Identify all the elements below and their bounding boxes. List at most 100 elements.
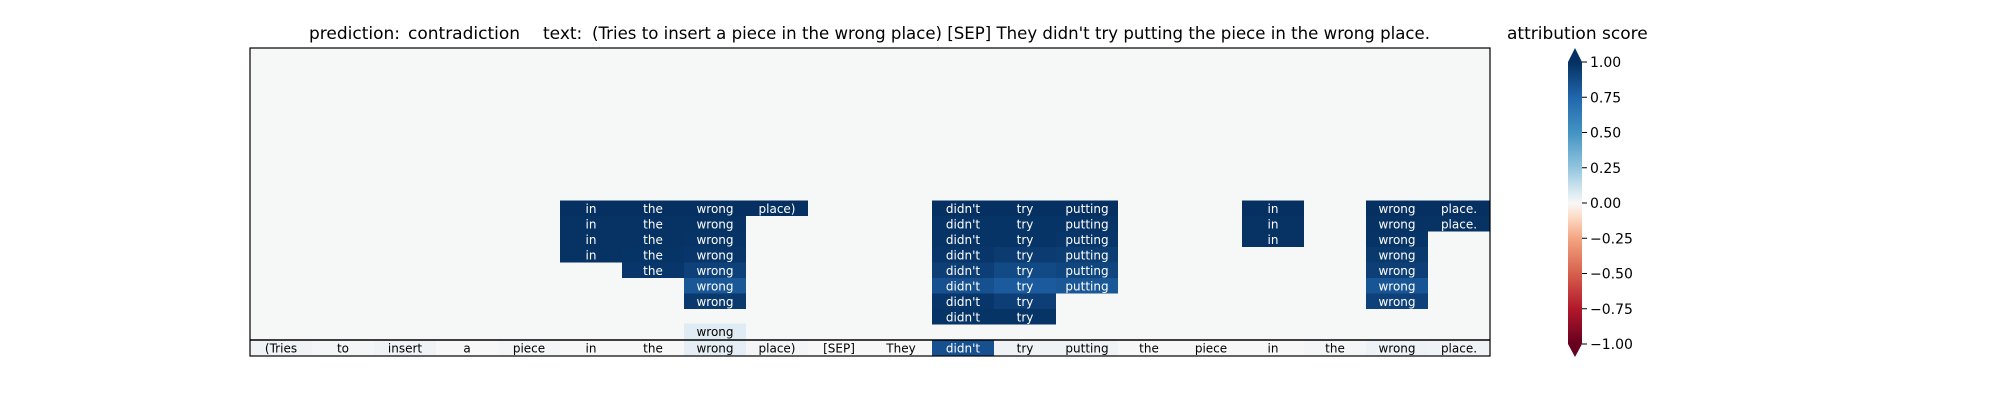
layer-7-cell-5: in xyxy=(560,216,622,232)
layer-4-cell-11-label: didn't xyxy=(946,264,980,278)
token-cell-17-label: the xyxy=(1325,342,1345,356)
token-cell-11-label: didn't xyxy=(946,342,980,356)
layer-8-cell-12: try xyxy=(994,200,1056,216)
colorbar-title: attribution score xyxy=(1507,24,1648,44)
layer-0-cell-7-label: wrong xyxy=(696,325,733,339)
layer-8-cell-19-label: place. xyxy=(1441,202,1477,216)
layer-3-cell-7-label: wrong xyxy=(696,279,733,293)
layer-2-cell-18-label: wrong xyxy=(1378,295,1415,309)
layer-1-cell-12-fill xyxy=(994,309,1056,325)
layer-4-cell-6: the xyxy=(622,262,684,278)
layer-7-cell-13: putting xyxy=(1056,216,1118,232)
layer-6-cell-16-fill xyxy=(1242,231,1304,247)
token-cell-14-fill xyxy=(1118,340,1180,356)
token-cell-15: piece xyxy=(1180,340,1242,356)
token-cell-17-fill xyxy=(1304,340,1366,356)
layer-7-cell-19-label: place. xyxy=(1441,217,1477,231)
layer-4-cell-12-label: try xyxy=(1017,264,1034,278)
layer-6-cell-6: the xyxy=(622,231,684,247)
token-cell-1-label: to xyxy=(337,342,349,356)
layer-8-cell-8-label: place) xyxy=(759,202,796,216)
layer-7-cell-11-fill xyxy=(932,216,994,232)
layer-5-cell-6-fill xyxy=(622,247,684,263)
layer-8-cell-12-fill xyxy=(994,200,1056,216)
layer-1-cell-12-label: try xyxy=(1017,310,1034,324)
layer-3-cell-12-fill xyxy=(994,278,1056,294)
layer-0-cell-7-fill xyxy=(684,323,746,339)
colorbar-tick-label: −0.50 xyxy=(1590,267,1633,283)
token-cell-11-fill xyxy=(932,340,994,356)
layer-4-cell-18-label: wrong xyxy=(1378,264,1415,278)
layer-2-cell-11: didn't xyxy=(932,293,994,309)
text-label: text: xyxy=(543,24,582,44)
layer-6-cell-7-label: wrong xyxy=(696,233,733,247)
layer-8-cell-13: putting xyxy=(1056,200,1118,216)
layer-6-cell-6-label: the xyxy=(643,233,663,247)
layer-6-cell-18-label: wrong xyxy=(1378,233,1415,247)
layer-7-cell-18-label: wrong xyxy=(1378,217,1415,231)
layer-4-cell-7-label: wrong xyxy=(696,264,733,278)
layer-8-cell-11-fill xyxy=(932,200,994,216)
layer-7-cell-12: try xyxy=(994,216,1056,232)
layer-6-cell-11: didn't xyxy=(932,231,994,247)
layer-7-cell-11-label: didn't xyxy=(946,217,980,231)
token-cell-17: the xyxy=(1304,340,1366,356)
layer-5-cell-18-label: wrong xyxy=(1378,248,1415,262)
layer-6-cell-12-fill xyxy=(994,231,1056,247)
layer-5-cell-13-label: putting xyxy=(1065,248,1108,262)
layer-4-cell-6-label: the xyxy=(643,264,663,278)
layer-4-cell-7: wrong xyxy=(684,262,746,278)
token-cell-7-label: wrong xyxy=(696,342,733,356)
layer-7-cell-13-label: putting xyxy=(1065,217,1108,231)
layer-3-cell-11-fill xyxy=(932,278,994,294)
token-cell-0-fill xyxy=(250,340,312,356)
layer-6-cell-16-label: in xyxy=(1268,233,1279,247)
layer-4-cell-12-fill xyxy=(994,262,1056,278)
token-cell-12-fill xyxy=(994,340,1056,356)
token-cell-10-fill xyxy=(870,340,932,356)
layer-7-cell-19: place. xyxy=(1428,216,1490,232)
layer-7-cell-7: wrong xyxy=(684,216,746,232)
token-cell-3: a xyxy=(436,340,498,356)
layer-5-cell-12: try xyxy=(994,247,1056,263)
token-cell-8: place) xyxy=(746,340,808,356)
token-cell-16-label: in xyxy=(1268,342,1279,356)
token-cell-16: in xyxy=(1242,340,1304,356)
layer-8-cell-13-fill xyxy=(1056,200,1118,216)
layer-7-cell-18: wrong xyxy=(1366,216,1428,232)
layer-3-cell-13-fill xyxy=(1056,278,1118,294)
token-cell-6-fill xyxy=(622,340,684,356)
layer-5-cell-7: wrong xyxy=(684,247,746,263)
layer-6-cell-5: in xyxy=(560,231,622,247)
layer-7-cell-12-fill xyxy=(994,216,1056,232)
layer-6-cell-12: try xyxy=(994,231,1056,247)
layer-8-cell-18: wrong xyxy=(1366,200,1428,216)
colorbar-gradient xyxy=(1568,62,1582,344)
layer-3-cell-11-label: didn't xyxy=(946,279,980,293)
layer-7-cell-12-label: try xyxy=(1017,217,1034,231)
colorbar-extend-bottom xyxy=(1568,344,1582,357)
token-cell-3-fill xyxy=(436,340,498,356)
layer-5-cell-13: putting xyxy=(1056,247,1118,263)
layer-1-cell-11-fill xyxy=(932,309,994,325)
token-cell-0-label: (Tries xyxy=(265,342,297,356)
layer-4-cell-11: didn't xyxy=(932,262,994,278)
layer-8-cell-11-label: didn't xyxy=(946,202,980,216)
colorbar-tick-label: 0.75 xyxy=(1590,90,1621,106)
layer-8-cell-11: didn't xyxy=(932,200,994,216)
layer-0-cell-7: wrong xyxy=(684,323,746,339)
layer-8-cell-19-fill xyxy=(1428,200,1490,216)
layer-8-cell-5-fill xyxy=(560,200,622,216)
layer-4-cell-18-fill xyxy=(1366,262,1428,278)
layer-5-cell-18-fill xyxy=(1366,247,1428,263)
layer-2-cell-18-fill xyxy=(1366,293,1428,309)
colorbar-tick-label: 0.00 xyxy=(1590,196,1621,212)
colorbar-tick-label: −0.25 xyxy=(1590,231,1633,247)
layer-5-cell-13-fill xyxy=(1056,247,1118,263)
layer-4-cell-18: wrong xyxy=(1366,262,1428,278)
token-cell-0: (Tries xyxy=(250,340,312,356)
layer-4-cell-6-fill xyxy=(622,262,684,278)
layer-2-cell-12-label: try xyxy=(1017,295,1034,309)
layer-2-cell-7-label: wrong xyxy=(696,295,733,309)
